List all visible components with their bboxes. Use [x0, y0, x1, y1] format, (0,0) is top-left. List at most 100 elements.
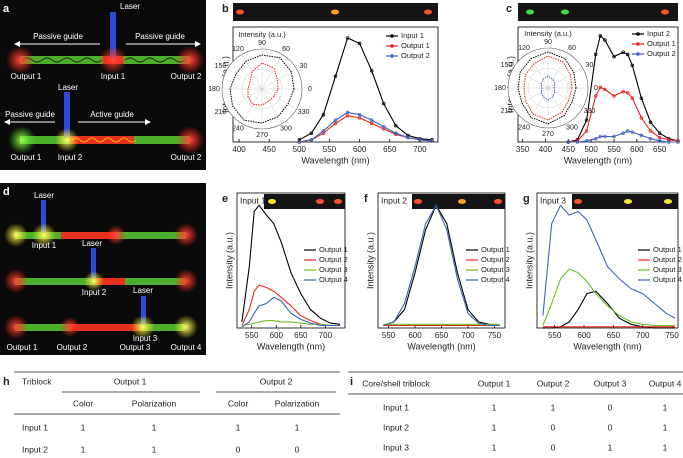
legend-label: Output 3: [653, 265, 682, 274]
polar-series: [517, 51, 577, 125]
data-point: [621, 131, 625, 135]
rod-core: [70, 324, 140, 331]
angle-label: 60: [282, 46, 290, 53]
legend-label: Output 1: [653, 245, 682, 254]
legend-label: Output 1: [647, 39, 676, 48]
x-tick-label: 650: [435, 331, 449, 340]
x-tick-label: 500: [584, 145, 598, 154]
series-line: [383, 204, 500, 327]
polar-spoke: [547, 87, 583, 109]
x-tick-label: 600: [353, 145, 367, 154]
legend-label: Output 2: [653, 255, 682, 264]
angle-label: 30: [300, 63, 308, 70]
data-point: [584, 129, 589, 133]
column-header: Polarization: [132, 398, 177, 408]
data-point: [639, 133, 644, 138]
polar-series: [523, 55, 573, 121]
x-tick-label: 650: [653, 145, 667, 154]
label: Output 2: [171, 72, 202, 81]
row-header: Input 1: [22, 422, 48, 432]
cell: 1: [663, 422, 668, 432]
polar-spoke: [227, 68, 263, 90]
data-point: [369, 121, 374, 126]
column-group: Output 1: [114, 376, 147, 386]
polar-spoke: [513, 87, 549, 109]
laser-beam: [91, 248, 96, 279]
label: Output 1: [7, 343, 38, 352]
column-header: Output 2: [537, 378, 570, 388]
series-line: [568, 130, 678, 143]
inset-title: Intensity (a.u.): [238, 30, 286, 39]
polar-spoke: [547, 87, 569, 123]
column-header: Polarization: [275, 398, 320, 408]
x-tick-label: 550: [607, 145, 621, 154]
x-tick-label: 650: [383, 145, 397, 154]
data-point: [369, 118, 374, 122]
annotation: Input 1: [240, 195, 266, 205]
y-axis-title: Intensity (a.u.): [524, 232, 534, 289]
cell: 0: [608, 422, 613, 432]
legend-label: Input 2: [647, 29, 670, 38]
data-point: [369, 69, 374, 73]
data-point: [603, 38, 607, 42]
polar-series: [540, 75, 556, 101]
series-line: [241, 284, 341, 327]
x-tick-label: 600: [577, 331, 591, 340]
angle-label: 150: [501, 62, 513, 69]
angle-label: 120: [232, 46, 244, 53]
glow: [4, 269, 28, 293]
data-point: [630, 96, 635, 100]
data-point: [321, 131, 326, 135]
label: Laser: [133, 286, 153, 295]
label: Output 1: [11, 72, 42, 81]
data-point: [297, 140, 302, 144]
data-point: [575, 140, 580, 144]
x-tick-label: 700: [413, 145, 427, 154]
y-axis-title: Intensity (a.u.): [224, 232, 234, 289]
label: Input 2: [82, 288, 107, 297]
x-tick-label: 550: [323, 145, 337, 154]
cell: 0: [295, 444, 300, 454]
angle-label: 210: [501, 108, 513, 115]
panel-label: c: [506, 3, 512, 15]
emission-spot: [424, 9, 432, 15]
label: Input 3: [133, 334, 158, 343]
data-point: [357, 116, 362, 120]
data-point: [598, 85, 603, 89]
data-point: [603, 87, 607, 92]
legend-label: Output 4: [319, 275, 348, 284]
legend-label: Input 1: [401, 31, 424, 40]
polar-spoke: [547, 53, 569, 89]
data-point: [394, 123, 398, 128]
x-axis-title: Wavelength (nm): [573, 341, 641, 351]
x-tick-label: 350: [516, 145, 530, 154]
row-header: Input 2: [22, 444, 48, 454]
data-point: [357, 112, 362, 117]
series-line: [241, 320, 341, 327]
plot-frame: [236, 192, 346, 329]
table-i: Core/shell triblock Output 1 Output 2 Outpu…: [348, 371, 683, 452]
glow: [8, 126, 36, 154]
series-line: [542, 268, 676, 327]
cell: 1: [236, 422, 241, 432]
cell: 1: [492, 422, 497, 432]
data-point: [657, 139, 662, 143]
annotation: Input 3: [540, 195, 566, 205]
x-tick-label: 700: [636, 331, 650, 340]
polar-spoke: [261, 54, 283, 90]
data-point: [648, 129, 653, 133]
data-point: [603, 134, 607, 139]
glow: [106, 225, 126, 245]
polar-spoke: [261, 68, 297, 90]
glow: [4, 315, 28, 339]
polar-spoke: [261, 88, 283, 124]
label: Laser: [82, 239, 102, 248]
x-tick-label: 600: [270, 331, 284, 340]
glow: [84, 271, 104, 291]
plot-frame: [536, 192, 679, 329]
column-header: Color: [73, 398, 93, 408]
panel-label: i: [350, 376, 353, 388]
emission-spot: [561, 9, 569, 15]
data-point: [625, 52, 630, 57]
column-header: Output 3: [594, 378, 627, 388]
